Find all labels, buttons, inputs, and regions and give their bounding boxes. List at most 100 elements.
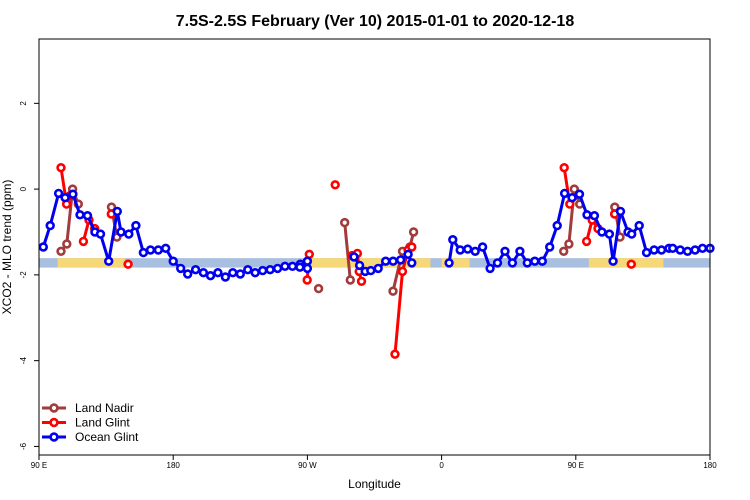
data-point [243, 265, 253, 275]
legend-label: Ocean Glint [75, 430, 139, 444]
data-point [626, 259, 636, 269]
data-point [250, 268, 260, 278]
data-point [258, 265, 268, 276]
x-tick-label: 90 E [31, 461, 47, 470]
data-point [390, 349, 400, 359]
data-point [408, 227, 419, 237]
x-tick-label: 180 [703, 461, 717, 470]
data-point [381, 256, 391, 266]
data-point [56, 163, 66, 173]
land-ocean-band [39, 258, 710, 268]
y-axis-label: XCO2 - MLO trend (ppm) [0, 180, 14, 315]
data-point [124, 229, 134, 239]
data-point [103, 256, 114, 266]
x-axis: 90 E 180 90 W 0 90 E 180 [31, 455, 717, 470]
legend-entry: Land Glint [42, 416, 130, 430]
data-point [340, 217, 350, 228]
data-point [649, 245, 659, 255]
data-point [112, 206, 123, 217]
data-point [168, 256, 178, 266]
data-point [373, 263, 383, 274]
plot-frame [38, 38, 711, 456]
x-tick-label: 90 E [568, 461, 584, 470]
data-point [60, 193, 70, 203]
data-point [345, 275, 355, 285]
y-tick-label: -2 [19, 271, 28, 279]
data-point [302, 263, 313, 274]
data-point [388, 286, 398, 296]
data-point [559, 163, 569, 173]
legend-entry: Land Nadir [42, 401, 134, 415]
x-tick-label: 90 W [298, 461, 317, 470]
data-point [213, 268, 223, 278]
data-point [515, 246, 525, 257]
data-point [470, 246, 480, 257]
data-point [228, 268, 238, 278]
series-ocean-glint [38, 188, 715, 282]
data-point [265, 265, 275, 275]
legend-marker [49, 417, 59, 428]
data-point [574, 189, 585, 199]
data-point [507, 258, 518, 268]
data-point [626, 229, 637, 239]
data-point [641, 247, 652, 258]
data-point [56, 246, 66, 257]
data-point [500, 246, 510, 257]
x-tick-label: 0 [439, 461, 444, 470]
data-point [82, 211, 93, 221]
data-point [138, 247, 149, 258]
data-point [530, 256, 540, 266]
data-point [697, 243, 708, 254]
data-point [485, 263, 495, 274]
data-point [667, 243, 678, 254]
data-point [68, 189, 78, 199]
data-point [604, 229, 615, 239]
data-point [463, 244, 473, 254]
data-point [349, 252, 359, 262]
data-point [581, 236, 592, 247]
data-point [656, 245, 667, 255]
data-point [615, 206, 626, 217]
data-point [608, 256, 618, 266]
data-point [176, 263, 186, 274]
data-point [559, 188, 570, 199]
data-point [38, 242, 48, 252]
data-point [123, 259, 133, 269]
data-point [407, 242, 417, 252]
legend-marker [49, 432, 59, 442]
land-band-segment [311, 258, 431, 268]
legend-label: Land Glint [75, 416, 130, 430]
data-point [544, 242, 555, 252]
data-point [131, 220, 141, 231]
data-point [597, 227, 607, 237]
data-point [287, 261, 298, 271]
y-axis: 2 0 -2 -4 -6 [19, 101, 39, 450]
data-point [45, 220, 55, 231]
land-band-segment [57, 258, 125, 268]
data-point [235, 269, 246, 279]
y-tick-label: 0 [19, 186, 28, 191]
data-point [589, 211, 600, 221]
data-point [522, 258, 532, 268]
data-point [395, 255, 406, 265]
data-point [634, 220, 644, 231]
data-point [302, 256, 313, 266]
series-land-nadir [56, 184, 625, 296]
data-point [198, 268, 209, 278]
x-axis-label: Longitude [348, 477, 401, 491]
data-point [95, 229, 106, 239]
data-point [407, 258, 417, 268]
data-point [455, 245, 465, 255]
x-tick-label: 180 [167, 461, 181, 470]
legend-entry: Ocean Glint [42, 430, 139, 444]
data-point [403, 249, 413, 260]
data-point [183, 269, 193, 279]
data-point [116, 227, 126, 237]
data-point [75, 210, 85, 220]
data-point [313, 283, 324, 294]
data-point [444, 258, 454, 268]
data-point [397, 266, 408, 277]
data-point [492, 258, 503, 268]
data-point [272, 263, 283, 274]
